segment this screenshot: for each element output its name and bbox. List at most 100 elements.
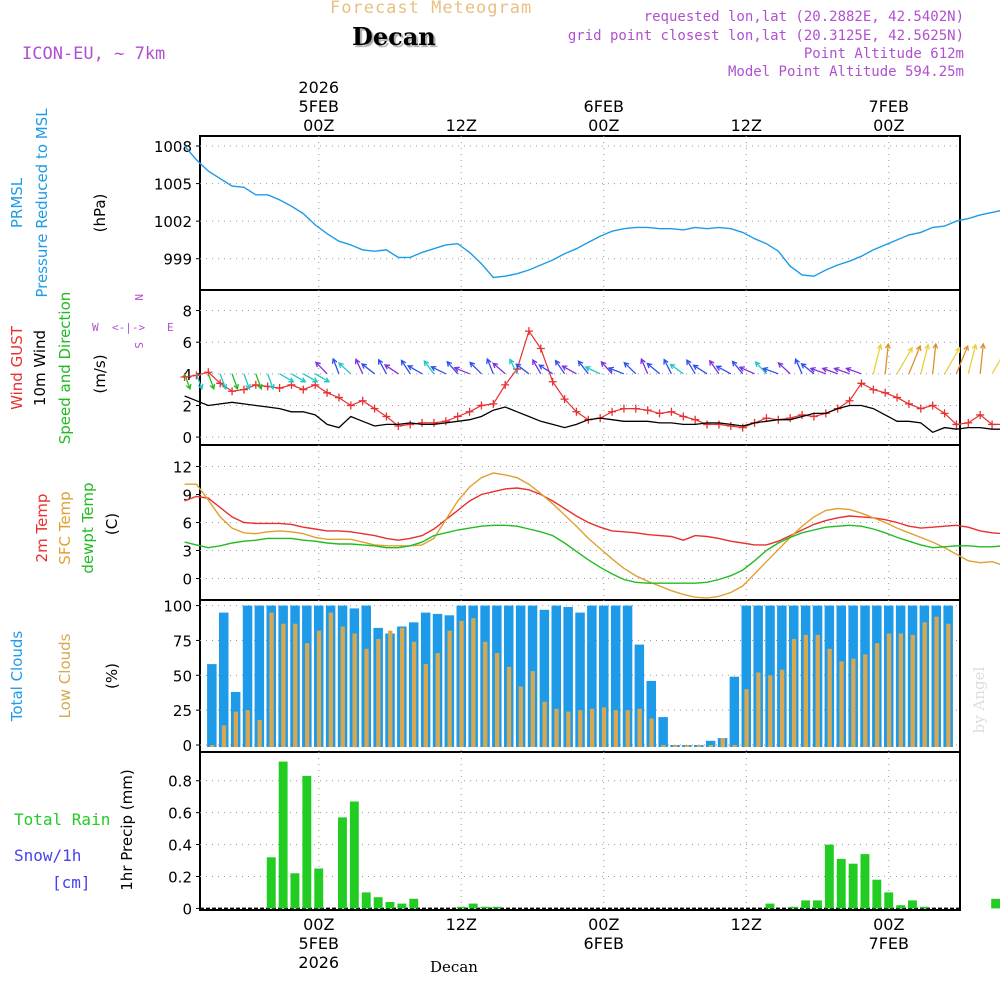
y-tick-label: 4	[182, 366, 192, 384]
bottom-time-label: 00Z	[873, 915, 904, 934]
wind-gust-marker	[643, 406, 652, 415]
wind-direction-arrow	[207, 373, 216, 391]
total-cloud-bar	[219, 612, 229, 748]
side-label-sfc-temp: SFC Temp	[56, 491, 74, 564]
wind-direction-arrow	[219, 373, 228, 391]
rain-bar	[456, 906, 466, 909]
rain-bar	[290, 873, 300, 909]
low-cloud-bar	[495, 653, 500, 747]
wind-direction-arrow	[833, 366, 850, 375]
wind-direction-arrow	[794, 357, 803, 375]
wind-direction-arrow	[430, 365, 447, 375]
pressure-line	[184, 145, 1000, 279]
compass-west: W	[92, 321, 99, 334]
low-cloud-bar	[411, 641, 417, 747]
top-time-label: 12Z	[446, 116, 477, 135]
requested-coords: requested lon,lat (20.2882E, 42.5402N)	[643, 9, 964, 25]
wind-direction-arrow	[777, 361, 791, 375]
y-tick-label: 3	[182, 543, 192, 561]
low-cloud-bar	[934, 616, 939, 747]
total-cloud-bar	[729, 676, 740, 747]
wind-direction-arrow	[267, 373, 275, 391]
rain-bar	[302, 775, 312, 909]
low-cloud-bar	[269, 612, 274, 748]
wind-direction-arrow	[731, 360, 744, 375]
wind-direction-arrow	[640, 357, 649, 375]
y-axis-label: (%)	[103, 663, 121, 689]
wind-speed-line	[184, 395, 1000, 434]
wind-direction-arrow	[715, 365, 732, 375]
low-cloud-bar	[518, 686, 523, 748]
low-cloud-bar	[708, 745, 713, 747]
wind-gust-marker	[703, 420, 712, 429]
wind-gust-marker	[453, 412, 462, 421]
total-cloud-bar	[634, 644, 645, 747]
wind-direction-arrow	[378, 358, 387, 375]
wind-gust-marker	[619, 404, 628, 413]
rain-bar	[884, 892, 894, 909]
low-cloud-bar	[530, 671, 535, 747]
wind-direction-arrow	[515, 363, 530, 375]
rain-bar	[480, 906, 490, 909]
low-cloud-bar	[649, 718, 654, 747]
wind-direction-arrow	[845, 366, 862, 375]
sfc-line	[184, 472, 1000, 599]
y-tick-label: 25	[173, 702, 192, 720]
wind-direction-arrow	[243, 373, 251, 391]
wind-direction-arrow	[337, 362, 352, 375]
total-cloud-bar	[575, 612, 585, 748]
low-cloud-bar	[791, 639, 797, 747]
low-cloud-bar	[554, 708, 559, 748]
top-time-label: 5FEB	[299, 97, 339, 116]
rain-bar	[848, 863, 858, 909]
bottom-time-label: 5FEB	[299, 934, 339, 953]
wind-direction-arrow	[967, 343, 978, 374]
side-label-low-clouds: Low Clouds	[56, 633, 74, 718]
rain-bar	[765, 903, 775, 909]
total-cloud-bar	[563, 607, 573, 748]
low-cloud-bar	[400, 627, 405, 747]
side-label-2m-temp: 2m Temp	[33, 494, 51, 563]
y-axis-label: 1hr Precip (mm)	[118, 769, 136, 890]
low-cloud-bar	[376, 639, 381, 747]
footer-station: Decan	[430, 958, 478, 976]
low-cloud-bar	[471, 618, 476, 747]
compass-north: N	[132, 294, 145, 301]
rain-bar	[872, 879, 882, 909]
compass-east: E	[167, 321, 174, 334]
rain-bar	[397, 903, 407, 909]
top-time-label: 7FEB	[869, 97, 909, 116]
low-cloud-bar	[316, 630, 322, 747]
bottom-time-label: 12Z	[446, 915, 477, 934]
wind-gust-marker	[524, 327, 533, 336]
wind-direction-arrow	[453, 366, 470, 375]
wind-gust-marker	[608, 407, 617, 416]
wind-direction-arrow	[554, 359, 566, 375]
low-cloud-bar	[768, 675, 773, 747]
low-cloud-bar	[863, 654, 868, 747]
wind-direction-arrow	[314, 361, 328, 375]
wind-direction-arrow	[800, 362, 815, 375]
y-tick-label: 0.4	[168, 837, 192, 855]
wind-direction-arrow	[314, 373, 331, 383]
wind-gust-marker	[346, 401, 355, 410]
wind-direction-arrow	[809, 366, 827, 375]
wind-direction-arrow	[383, 364, 399, 375]
wind-direction-arrow	[279, 373, 295, 383]
wind-gust-marker	[441, 417, 450, 426]
y-tick-label: 2	[182, 397, 192, 415]
wind-gust-marker	[869, 385, 878, 394]
compass-south: S	[132, 342, 145, 349]
wind-gust-marker	[560, 395, 569, 404]
rain-bar	[896, 905, 906, 909]
rain-bar	[409, 898, 419, 909]
low-cloud-bar	[328, 612, 333, 748]
wind-direction-arrow	[561, 365, 577, 375]
wind-direction-arrow	[738, 366, 755, 375]
wind-gust-marker	[358, 396, 367, 405]
bottom-time-label: 00Z	[588, 915, 619, 934]
low-cloud-bar	[922, 622, 927, 747]
total-cloud-bar	[207, 664, 217, 747]
y-tick-label: 8	[182, 303, 192, 321]
